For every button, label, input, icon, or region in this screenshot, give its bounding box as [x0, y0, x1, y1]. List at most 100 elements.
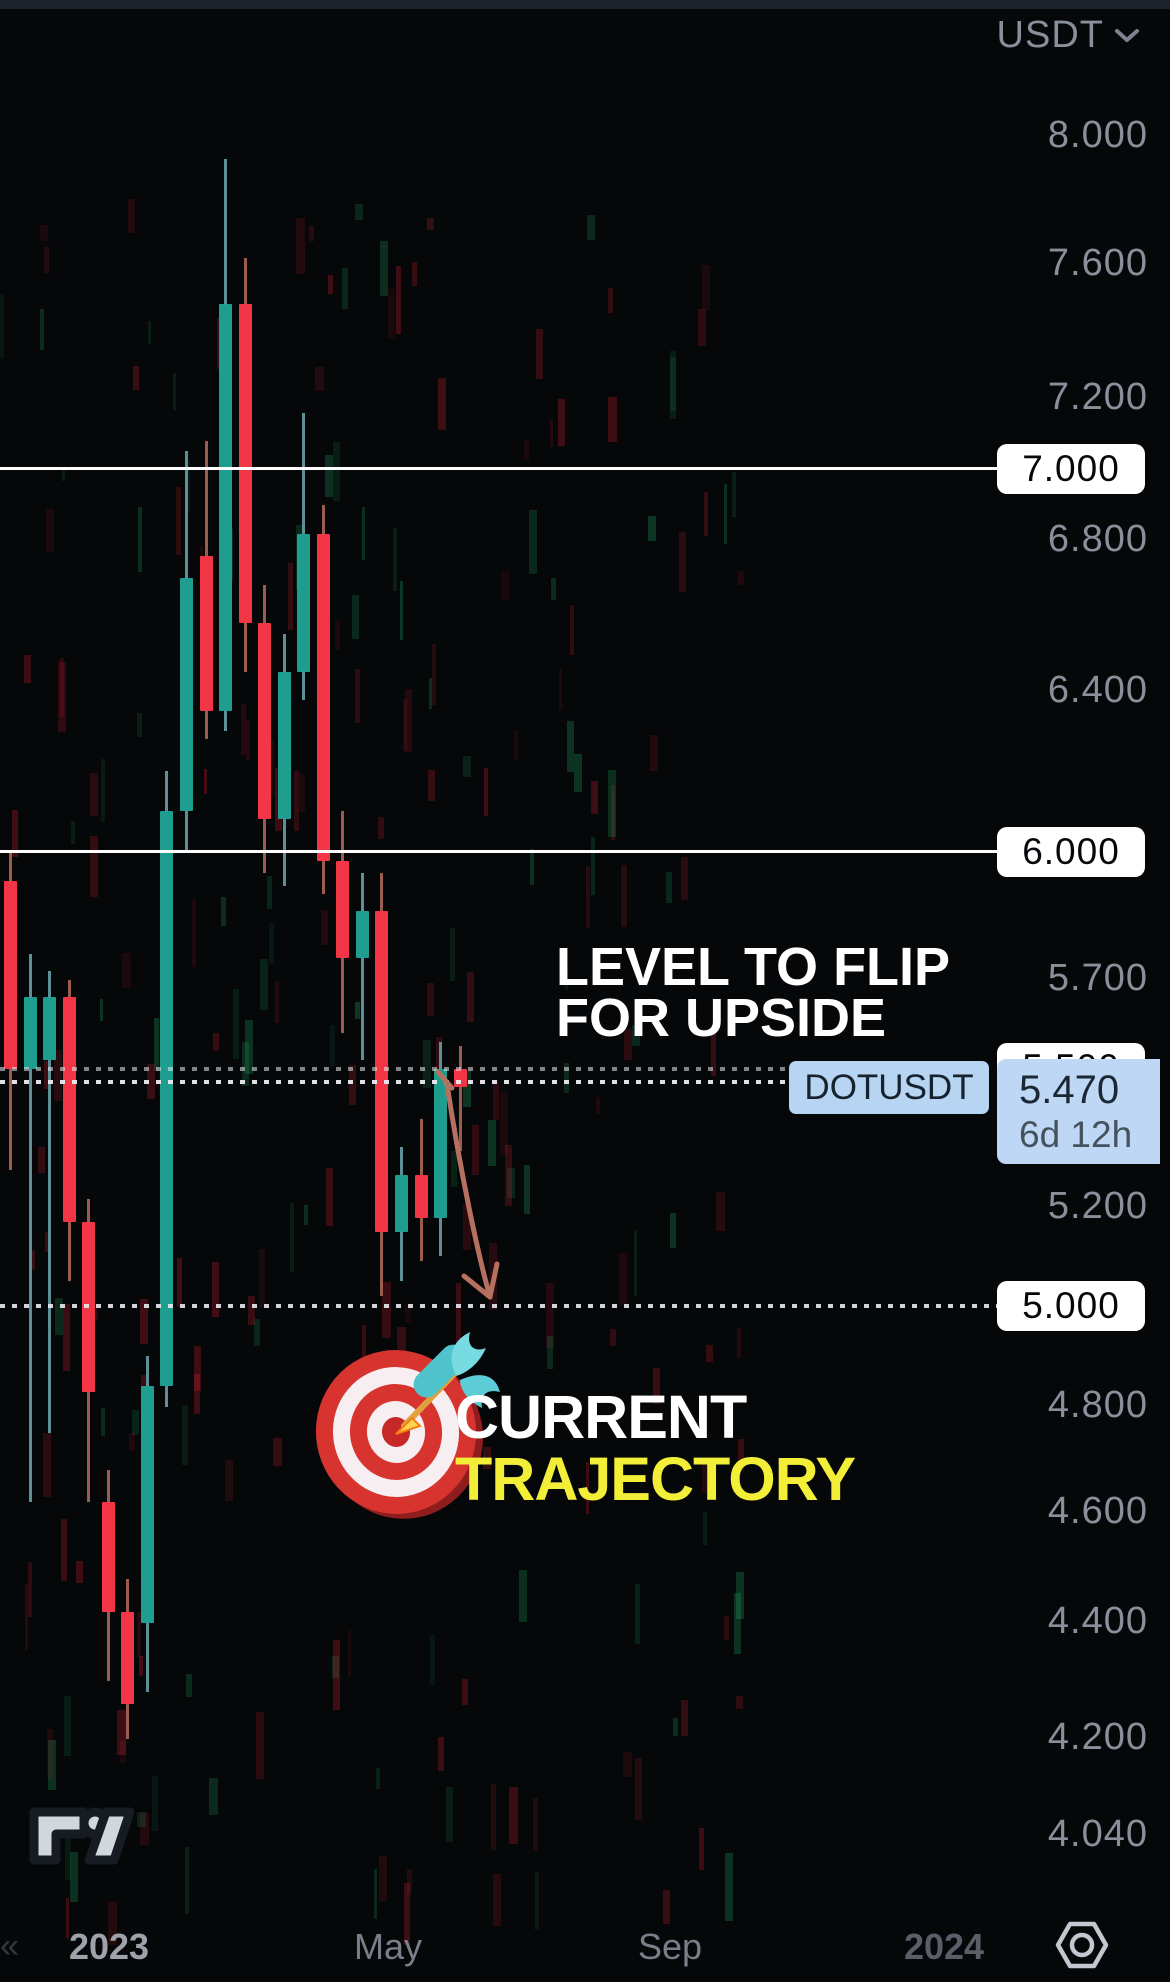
faded-bar — [58, 662, 66, 732]
faded-bar — [245, 1020, 253, 1074]
faded-bar — [194, 1374, 200, 1414]
faded-bar — [349, 1065, 356, 1105]
faded-bar — [472, 1125, 479, 1175]
candle-body — [43, 997, 57, 1060]
faded-bar — [71, 821, 75, 844]
faded-bar — [608, 288, 613, 313]
faded-bar — [484, 768, 488, 816]
faded-bar — [328, 275, 333, 294]
faded-bar — [290, 1203, 294, 1272]
faded-bar — [256, 1712, 264, 1779]
faded-bar — [209, 1778, 218, 1815]
time-axis-label-May: May — [353, 1926, 423, 1967]
faded-bar — [462, 1679, 468, 1705]
faded-bar — [725, 1853, 733, 1921]
faded-bar — [152, 1776, 158, 1831]
candle-wick — [48, 971, 52, 1434]
current-word: CURRENT — [455, 1383, 747, 1451]
faded-bar — [93, 1306, 98, 1320]
tradingview-logo[interactable] — [26, 1800, 134, 1872]
trajectory-word: TRAJECTORY — [455, 1445, 856, 1513]
faded-bar — [288, 563, 293, 630]
candle-body — [434, 1068, 448, 1218]
level-line-5.470 — [0, 1080, 789, 1085]
faded-bar — [382, 1282, 391, 1338]
faded-bar — [635, 1758, 642, 1820]
faded-bar — [621, 865, 627, 927]
dart-target-emoji — [315, 1332, 500, 1519]
faded-bar — [65, 1813, 71, 1880]
currency-selector[interactable]: USDT — [997, 14, 1140, 57]
faded-bar — [463, 1204, 471, 1250]
candle-body — [62, 997, 76, 1223]
hexagon-settings-icon[interactable] — [1055, 1920, 1109, 1970]
candle-body — [316, 533, 330, 861]
faded-bar — [463, 756, 471, 777]
faded-bar — [430, 1635, 435, 1685]
faded-bar — [62, 467, 65, 481]
faded-bar — [43, 1433, 51, 1497]
faded-bar — [608, 397, 617, 442]
candle-wick — [458, 1046, 462, 1152]
faded-bar — [438, 1737, 444, 1771]
level-line-6.000 — [0, 850, 997, 854]
faded-bar — [120, 1741, 126, 1763]
faded-bar — [505, 1145, 512, 1206]
faded-bar — [176, 487, 181, 555]
symbol-price-tag[interactable]: DOTUSDT — [789, 1061, 989, 1114]
faded-bar — [362, 1325, 366, 1377]
faded-bar — [488, 1120, 496, 1166]
faded-bar — [233, 989, 239, 1059]
faded-bar — [716, 1192, 725, 1231]
faded-bar — [565, 969, 568, 990]
faded-bar — [259, 1249, 265, 1308]
level-pill-5.000: 5.000 — [997, 1280, 1145, 1331]
price-tick-label: 6.400 — [1047, 668, 1148, 711]
faded-bar — [619, 1253, 627, 1305]
faded-bar — [403, 699, 407, 751]
faded-bar — [427, 983, 434, 1016]
price-tick-label: 4.800 — [1047, 1384, 1148, 1427]
faded-bar — [400, 581, 403, 640]
bar-countdown: 6d 12h — [1019, 1113, 1133, 1155]
faded-bar — [330, 1025, 335, 1066]
faded-bar — [738, 1439, 744, 1471]
level-to-flip-line2: FOR UPSIDE — [556, 988, 887, 1048]
faded-bar — [509, 1787, 518, 1844]
faded-bar — [734, 1593, 741, 1654]
faded-bar — [374, 1869, 377, 1919]
status-bar-strip — [0, 0, 1170, 9]
faded-bar — [133, 366, 139, 390]
faded-bar — [432, 644, 436, 705]
faded-bar — [140, 1813, 149, 1845]
price-tick-label: 7.600 — [1047, 241, 1148, 284]
faded-bar — [90, 836, 98, 897]
faded-bar — [25, 1584, 28, 1650]
candle-body — [297, 533, 311, 673]
candle-body — [277, 672, 291, 820]
faded-bar — [108, 1902, 117, 1945]
current-price-value: 5.470 — [1019, 1067, 1120, 1112]
candle-body — [219, 304, 233, 712]
faded-bar — [450, 928, 455, 981]
candle-body — [121, 1612, 135, 1704]
level-line-5.500 — [0, 1066, 995, 1071]
faded-bar — [634, 1230, 637, 1296]
faded-bar — [355, 669, 360, 723]
price-tick-label: 7.200 — [1047, 375, 1148, 418]
faded-bar — [242, 1042, 249, 1086]
faded-bar — [90, 773, 98, 816]
faded-bar — [173, 373, 176, 410]
faded-bar — [185, 1847, 189, 1914]
faded-bar — [738, 571, 744, 585]
candle-body — [395, 1174, 408, 1233]
faded-bar — [724, 484, 727, 544]
faded-bar — [648, 516, 656, 541]
price-tick-label: 5.700 — [1047, 956, 1148, 999]
faded-bar — [294, 771, 299, 831]
current-price-box[interactable]: 5.470 6d 12h — [997, 1059, 1160, 1164]
faded-bar — [587, 215, 595, 240]
